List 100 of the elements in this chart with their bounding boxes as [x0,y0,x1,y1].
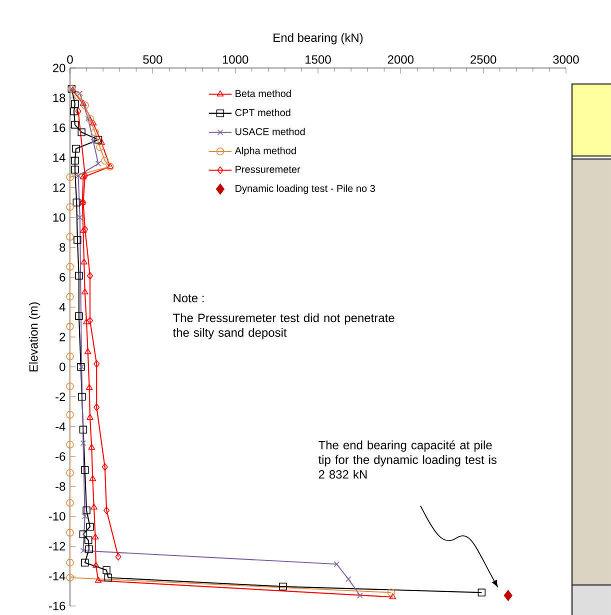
point [80,173,87,180]
y-tick-label: 20 [52,64,66,72]
point [66,233,74,241]
point [66,352,74,360]
point [84,536,92,544]
point [94,576,102,583]
point [66,574,74,582]
point [66,292,74,301]
point [74,236,82,244]
point [70,107,78,116]
point [85,116,92,122]
y-tick-label: 8 [60,243,66,252]
point [90,119,97,126]
point [88,444,96,450]
point [98,138,105,145]
x-tick-label: 1500 [306,55,331,64]
point [72,144,80,153]
y-tick-label: 18 [53,94,66,102]
point [74,92,82,100]
point [71,166,79,174]
point [75,272,83,280]
x-tick-label: 2500 [470,55,496,64]
point [80,440,86,446]
point [86,522,94,531]
point [72,198,80,206]
y-tick-label: 10 [53,213,66,222]
point [86,414,94,420]
point [104,574,112,582]
point [504,590,512,602]
y-tick-label: -12 [48,542,66,550]
point [102,566,110,574]
point [90,138,96,144]
x-tick-label: 2000 [388,55,414,64]
point [66,203,74,211]
point [81,288,88,294]
point [101,156,109,165]
point [91,128,99,136]
point [81,558,89,567]
point [71,120,79,129]
point [81,466,89,474]
point [115,552,122,561]
point [78,392,86,401]
point [83,318,90,324]
point [87,272,94,280]
point [75,312,83,320]
annotation: Note : [174,294,204,302]
y-tick-label: -2 [56,392,66,401]
point [387,588,396,596]
point [80,227,87,234]
point [279,582,287,590]
x-axis-title: End bearing (kN) [274,33,363,44]
point [89,475,96,482]
legend-label: Dynamic loading test - Pile no 3 [236,184,375,194]
point [85,545,93,554]
point [77,90,83,96]
y-tick-label: 16 [53,124,66,132]
x-tick-label: 3000 [553,55,579,64]
point [66,262,74,271]
point [346,576,352,582]
point [389,593,396,600]
point [77,214,83,220]
point [78,128,86,136]
point [104,506,110,514]
y-tick-label: 12 [53,183,66,192]
point [75,107,82,116]
y-tick-label: 6 [60,272,66,282]
point [94,360,100,368]
point [79,530,88,538]
point [80,548,86,554]
point [478,588,486,596]
y-tick-label: 0 [60,362,66,372]
y-axis-title: Elevation (m) [28,302,40,372]
y-tick-label: 4 [59,302,66,312]
point [96,143,104,152]
x-tick-label: 1000 [222,55,248,64]
point [66,499,74,507]
point [102,463,108,471]
point [75,172,82,178]
legend-label: Alpha method [234,146,296,156]
point [82,506,90,514]
point [334,561,340,567]
point [71,100,79,108]
point [80,258,88,264]
y-tick-label: -6 [56,452,66,461]
y-tick-label: -16 [48,602,66,610]
point [66,440,74,448]
annotation: The end bearing capacité at pile tip for the dynamic loading test is 2 832 kN [318,440,497,479]
y-tick-label: -10 [48,512,66,521]
point [92,562,100,568]
point [94,403,100,412]
y-tick-label: -14 [48,572,66,580]
x-tick-label: 500 [143,55,162,64]
point [82,172,88,180]
legend-label: Beta method [236,90,291,98]
point [94,136,102,144]
point [66,528,74,537]
point [81,102,89,110]
point [66,410,74,419]
point [66,469,74,477]
legend-label: CPT method [235,108,290,116]
